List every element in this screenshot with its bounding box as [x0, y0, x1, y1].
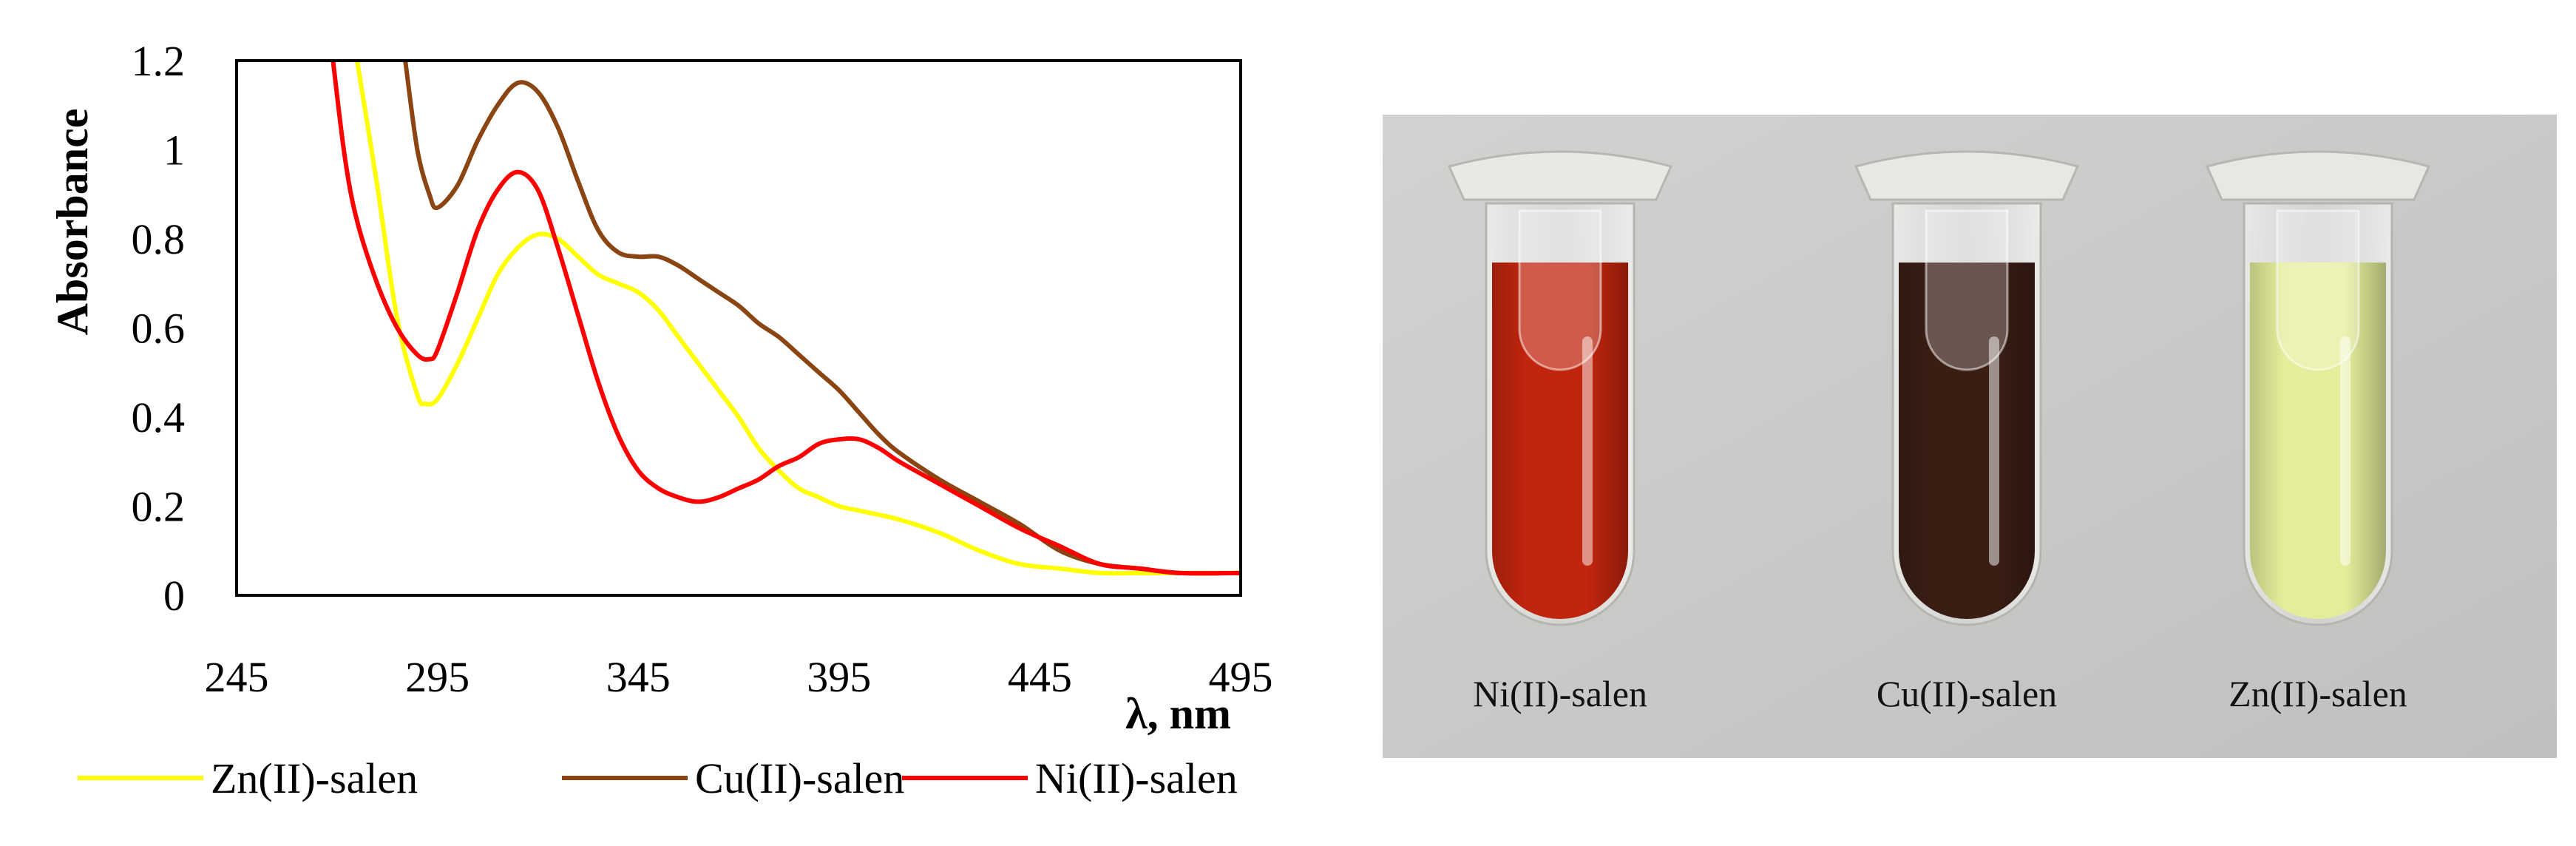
vials-photo: Ni(II)-salen Cu(II)-salen Zn(II)-salen: [1383, 115, 2557, 758]
series-line-cu-ii-salen: [403, 61, 1241, 576]
y-tick-label: 0.4: [132, 393, 186, 441]
vial-insert: [1925, 209, 2009, 371]
vial: Zn(II)-salen: [2205, 150, 2431, 714]
x-tick-labels: 245 295 345 395 445 495: [205, 653, 1273, 701]
series-lines: [331, 61, 1241, 576]
y-tick-label: 0.2: [132, 483, 186, 531]
y-axis-label: Absorbance: [48, 109, 97, 336]
legend: Zn(II)-salen Cu(II)-salen Ni(II)-salen: [78, 754, 1238, 802]
legend-label: Ni(II)-salen: [1035, 754, 1238, 802]
legend-label: Cu(II)-salen: [695, 754, 904, 802]
legend-item: Cu(II)-salen: [562, 754, 904, 802]
y-tick-label: 0: [163, 572, 185, 620]
vial-cap: [2205, 150, 2431, 201]
x-tick-label: 495: [1209, 653, 1273, 701]
legend-item: Ni(II)-salen: [902, 754, 1238, 802]
y-tick-label: 1.2: [132, 37, 186, 85]
x-tick-label: 395: [807, 653, 871, 701]
vial: Ni(II)-salen: [1447, 150, 1673, 714]
legend-item: Zn(II)-salen: [78, 754, 418, 802]
vials-photo-panel: Ni(II)-salen Cu(II)-salen Zn(II)-salen: [1383, 115, 2557, 758]
x-tick-label: 445: [1008, 653, 1072, 701]
legend-label: Zn(II)-salen: [211, 754, 418, 802]
vial-insert: [2276, 209, 2360, 371]
vial-highlight: [1582, 336, 1593, 566]
x-tick-label: 345: [606, 653, 671, 701]
y-tick-label: 0.8: [132, 215, 186, 263]
vial-highlight: [1989, 336, 1999, 566]
x-tick-label: 295: [405, 653, 470, 701]
vial-label: Zn(II)-salen: [2228, 673, 2407, 714]
vial-cap: [1447, 150, 1673, 201]
absorbance-chart: 0 0.2 0.4 0.6 0.8 1 1.2 245 295 345 395 445 495 Abs…: [48, 37, 1273, 802]
y-tick-label: 0.6: [132, 305, 186, 353]
vial: Cu(II)-salen: [1854, 150, 2080, 714]
vial-insert: [1518, 209, 1602, 371]
vial-cap: [1854, 150, 2080, 201]
absorbance-chart-panel: 0 0.2 0.4 0.6 0.8 1 1.2 245 295 345 395 445 495 Abs…: [48, 37, 1273, 802]
series-line-zn-ii-salen: [355, 61, 1241, 576]
y-tick-labels: 0 0.2 0.4 0.6 0.8 1 1.2: [132, 37, 186, 620]
x-axis-label: λ, nm: [1125, 689, 1231, 738]
vial-label: Ni(II)-salen: [1473, 673, 1647, 714]
y-tick-label: 1: [163, 126, 185, 175]
series-line-ni-ii-salen: [331, 61, 1241, 576]
plot-area-frame: [235, 59, 1242, 597]
vial-highlight: [2340, 336, 2350, 566]
vial-label: Cu(II)-salen: [1877, 673, 2057, 714]
x-tick-label: 245: [205, 653, 269, 701]
